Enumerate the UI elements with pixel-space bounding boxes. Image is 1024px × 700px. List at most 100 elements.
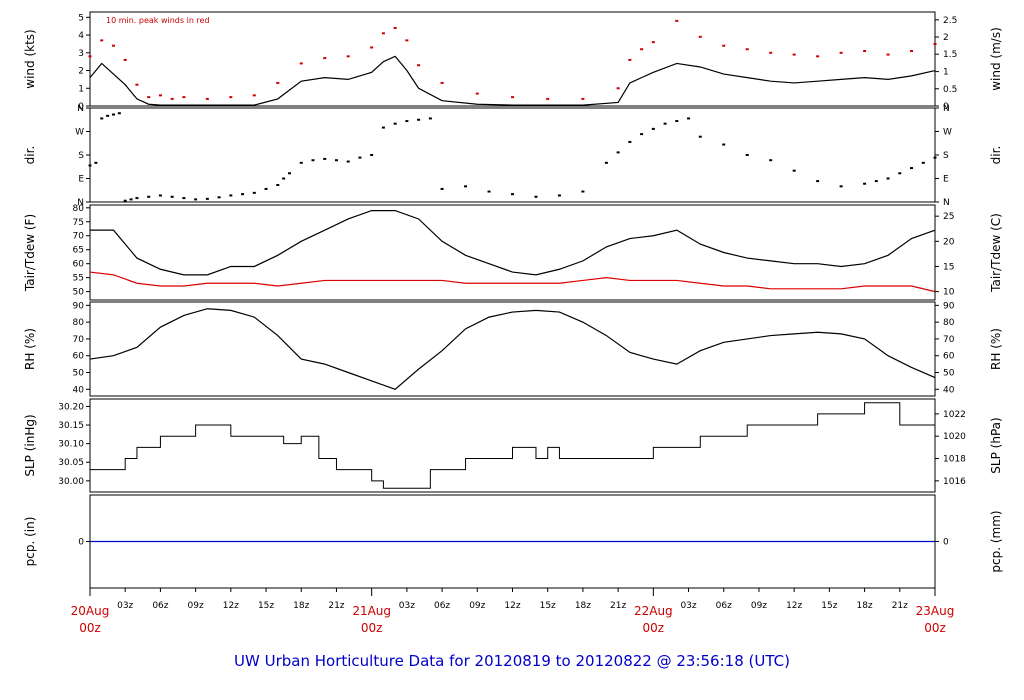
wind-left-tick-label: 3 (78, 49, 84, 59)
temperature-right-tick-label: 25 (943, 212, 954, 222)
temperature-left-tick-label: 50 (73, 288, 85, 298)
wind-series-1-point (546, 97, 550, 100)
x-hour-label: 18z (856, 601, 872, 611)
x-hour-label: 09z (751, 601, 767, 611)
slp-ylabel-left: SLP (inHg) (23, 414, 37, 476)
direction-series-0-point (651, 127, 655, 130)
direction-right-tick-label: E (943, 175, 949, 185)
rh-ylabel-left: RH (%) (23, 328, 37, 370)
x-hour-label: 18z (293, 601, 309, 611)
rh-right-tick-label: 90 (943, 301, 955, 311)
direction-series-0-point (581, 190, 585, 193)
wind-series-1-point (205, 97, 209, 100)
x-hour-label: 21z (328, 601, 344, 611)
rh-ylabel-right: RH (%) (989, 328, 1003, 370)
slp-left-tick-label: 30.10 (58, 440, 84, 450)
direction-series-0-point (106, 114, 110, 117)
direction-series-0-point (370, 154, 374, 156)
wind-series-1-point (581, 97, 585, 100)
direction-series-0-point (534, 195, 538, 198)
wind-right-tick-label: 0.5 (943, 85, 957, 95)
direction-series-0-point (276, 184, 280, 187)
direction-series-0-point (886, 177, 890, 180)
x-date-label-day: 21Aug (352, 604, 391, 618)
temperature-right-tick-label: 10 (943, 288, 955, 298)
panel-temperature: 50 55 60 65 70 75 80 10 15 20 25 Tair/Tdew (F) Tair/… (23, 204, 1003, 301)
precip-left-tick-label: 0 (78, 538, 84, 548)
wind-series-1-point (651, 41, 655, 44)
wind-series-1-point (628, 58, 632, 61)
direction-series-0-point (264, 187, 268, 190)
wind-series-1-point (863, 50, 867, 53)
slp-right-tick-label: 1016 (943, 477, 966, 487)
wind-series-1-point (910, 50, 914, 53)
wind-series-1-point (698, 35, 702, 38)
direction-series-0-point (299, 161, 303, 164)
direction-series-0-point (440, 187, 444, 190)
direction-series-0-point (147, 195, 151, 198)
temperature-right-tick-label: 20 (943, 237, 955, 247)
direction-series-0-point (129, 198, 133, 201)
direction-right-tick-label: N (943, 104, 950, 114)
wind-series-1-point (147, 96, 151, 99)
wind-series-1-point (323, 57, 327, 60)
direction-series-0-point (182, 197, 186, 200)
temperature-left-tick-label: 70 (73, 232, 85, 242)
panel-slp: 30.00 30.05 30.10 30.15 30.20 1016 1018 1020 102… (23, 398, 1003, 493)
slp-series-0-line (90, 402, 936, 489)
direction-series-0-point (123, 199, 127, 202)
wind-series-1-point (393, 26, 397, 29)
rh-left-tick-label: 50 (73, 369, 85, 379)
wind-series-1-point (640, 48, 644, 51)
direction-series-0-point (745, 154, 749, 156)
wind-right-tick-label: 1.5 (943, 50, 957, 60)
x-hour-label: 03z (680, 601, 696, 611)
rh-right-tick-label: 50 (943, 369, 955, 379)
slp-left-tick-label: 30.15 (58, 421, 84, 431)
x-hour-label: 12z (504, 601, 520, 611)
wind-left-tick-label: 4 (78, 31, 84, 41)
direction-series-0-point (334, 159, 338, 162)
direction-series-0-point (241, 193, 245, 196)
direction-ylabel-left: dir. (23, 146, 37, 165)
wind-left-tick-label: 0 (78, 102, 84, 112)
wind-series-0-line (89, 55, 936, 106)
wind-series-1-point (933, 42, 937, 45)
direction-series-0-point (839, 185, 843, 188)
temperature-left-tick-label: 55 (73, 274, 84, 284)
direction-series-0-point (921, 161, 925, 164)
direction-left-tick-label: N (77, 198, 84, 208)
x-axis: 20Aug 00z 21Aug 00z 22Aug 00z 23Aug 00z 03z 06z 09… (71, 588, 954, 635)
direction-series-0-point (616, 151, 620, 154)
slp-frame (89, 398, 936, 493)
direction-series-0-point (698, 135, 702, 138)
wind-ylabel-left: wind (kts) (23, 29, 37, 88)
direction-series-0-point (194, 198, 198, 201)
wind-series-1-point (158, 94, 162, 97)
x-hour-label: 12z (786, 601, 802, 611)
direction-left-tick-label: W (75, 128, 84, 138)
x-hour-label: 21z (610, 601, 626, 611)
direction-series-0-point (487, 190, 491, 193)
direction-series-0-point (933, 156, 937, 159)
direction-series-0-point (358, 156, 362, 159)
rh-series-0-line (89, 308, 936, 390)
x-hour-label: 09z (469, 601, 485, 611)
wind-right-tick-label: 2 (943, 33, 949, 43)
wind-series-1-point (229, 96, 233, 99)
direction-series-0-point (722, 143, 726, 146)
slp-left-tick-label: 30.05 (58, 458, 84, 468)
wind-series-1-point (511, 96, 514, 99)
direction-left-tick-label: N (77, 104, 84, 114)
direction-series-0-point (217, 196, 221, 199)
direction-series-0-point (100, 117, 104, 120)
wind-right-tick-label: 0 (943, 102, 949, 112)
x-hour-label: 18z (575, 601, 591, 611)
x-hour-label: 15z (821, 601, 837, 611)
wind-series-1-point (182, 96, 186, 99)
temperature-series-1-line (89, 271, 936, 293)
wind-note: 10 min. peak winds in red (106, 16, 210, 25)
rh-left-tick-label: 40 (73, 385, 85, 395)
